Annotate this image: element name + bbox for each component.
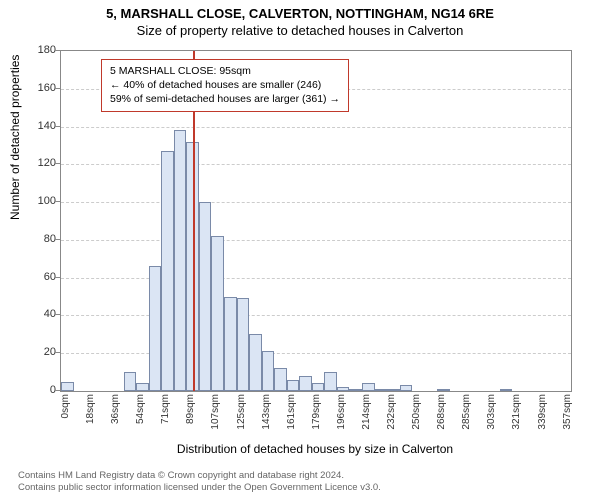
x-tick-label: 268sqm: [436, 394, 447, 434]
x-tick-label: 232sqm: [386, 394, 397, 434]
chart-container: 5, MARSHALL CLOSE, CALVERTON, NOTTINGHAM…: [0, 0, 600, 500]
histogram-bar: [174, 130, 187, 391]
histogram-bar: [437, 389, 450, 391]
info-box-line3: 59% of semi-detached houses are larger (…: [110, 92, 340, 106]
y-tick-label: 60: [26, 271, 56, 283]
y-tick-label: 20: [26, 346, 56, 358]
histogram-bar: [349, 389, 362, 391]
histogram-bar: [299, 376, 312, 391]
y-tick-mark: [55, 390, 60, 391]
grid-line: [61, 127, 571, 128]
x-tick-label: 321sqm: [511, 394, 522, 434]
plot-area: 5 MARSHALL CLOSE: 95sqm ← 40% of detache…: [60, 50, 572, 392]
histogram-bar: [362, 383, 375, 391]
y-tick-mark: [55, 277, 60, 278]
histogram-bar: [161, 151, 174, 391]
y-axis-label: Number of detached properties: [8, 55, 22, 220]
histogram-bar: [149, 266, 162, 391]
y-tick-mark: [55, 352, 60, 353]
x-tick-label: 18sqm: [85, 394, 96, 434]
y-tick-mark: [55, 163, 60, 164]
grid-line: [61, 202, 571, 203]
x-tick-label: 339sqm: [537, 394, 548, 434]
info-box-line2: ← 40% of detached houses are smaller (24…: [110, 78, 340, 92]
x-tick-label: 161sqm: [286, 394, 297, 434]
x-tick-label: 250sqm: [411, 394, 422, 434]
histogram-bar: [61, 382, 74, 391]
x-tick-label: 179sqm: [311, 394, 322, 434]
histogram-bar: [249, 334, 262, 391]
grid-line: [61, 315, 571, 316]
info-box-line1: 5 MARSHALL CLOSE: 95sqm: [110, 64, 340, 78]
x-tick-label: 0sqm: [60, 394, 71, 434]
x-tick-label: 125sqm: [236, 394, 247, 434]
reference-info-box: 5 MARSHALL CLOSE: 95sqm ← 40% of detache…: [101, 59, 349, 112]
footer-line2: Contains public sector information licen…: [18, 482, 381, 494]
chart-title-address: 5, MARSHALL CLOSE, CALVERTON, NOTTINGHAM…: [0, 0, 600, 21]
y-tick-label: 160: [26, 82, 56, 94]
grid-line: [61, 353, 571, 354]
histogram-bar: [136, 383, 149, 391]
x-tick-label: 196sqm: [336, 394, 347, 434]
y-tick-label: 80: [26, 233, 56, 245]
histogram-bar: [274, 368, 287, 391]
footer-attribution: Contains HM Land Registry data © Crown c…: [18, 470, 381, 494]
histogram-bar: [287, 380, 300, 391]
histogram-bar: [400, 385, 413, 391]
footer-line1: Contains HM Land Registry data © Crown c…: [18, 470, 381, 482]
histogram-bar: [312, 383, 325, 391]
x-tick-label: 214sqm: [361, 394, 372, 434]
y-tick-mark: [55, 239, 60, 240]
histogram-bar: [237, 298, 250, 391]
grid-line: [61, 278, 571, 279]
y-tick-label: 100: [26, 195, 56, 207]
chart-subtitle: Size of property relative to detached ho…: [0, 21, 600, 38]
grid-line: [61, 240, 571, 241]
x-tick-label: 36sqm: [110, 394, 121, 434]
histogram-bar: [375, 389, 388, 391]
y-tick-mark: [55, 88, 60, 89]
x-axis-label: Distribution of detached houses by size …: [60, 442, 570, 456]
histogram-bar: [124, 372, 137, 391]
histogram-bar: [224, 297, 237, 391]
y-tick-label: 40: [26, 308, 56, 320]
histogram-bar: [387, 389, 400, 391]
histogram-bar: [211, 236, 224, 391]
histogram-bar: [337, 387, 350, 391]
histogram-bar: [324, 372, 337, 391]
grid-line: [61, 164, 571, 165]
histogram-bar: [199, 202, 212, 391]
histogram-bar: [500, 389, 513, 391]
y-tick-mark: [55, 50, 60, 51]
x-tick-label: 357sqm: [562, 394, 573, 434]
x-tick-label: 89sqm: [185, 394, 196, 434]
x-tick-label: 71sqm: [160, 394, 171, 434]
x-tick-label: 303sqm: [486, 394, 497, 434]
x-tick-label: 285sqm: [461, 394, 472, 434]
y-tick-label: 0: [26, 384, 56, 396]
histogram-bar: [262, 351, 275, 391]
x-tick-label: 143sqm: [261, 394, 272, 434]
y-tick-mark: [55, 314, 60, 315]
y-tick-mark: [55, 201, 60, 202]
y-tick-label: 120: [26, 157, 56, 169]
y-tick-mark: [55, 126, 60, 127]
x-tick-label: 107sqm: [210, 394, 221, 434]
y-tick-label: 180: [26, 44, 56, 56]
x-tick-label: 54sqm: [135, 394, 146, 434]
y-tick-label: 140: [26, 120, 56, 132]
